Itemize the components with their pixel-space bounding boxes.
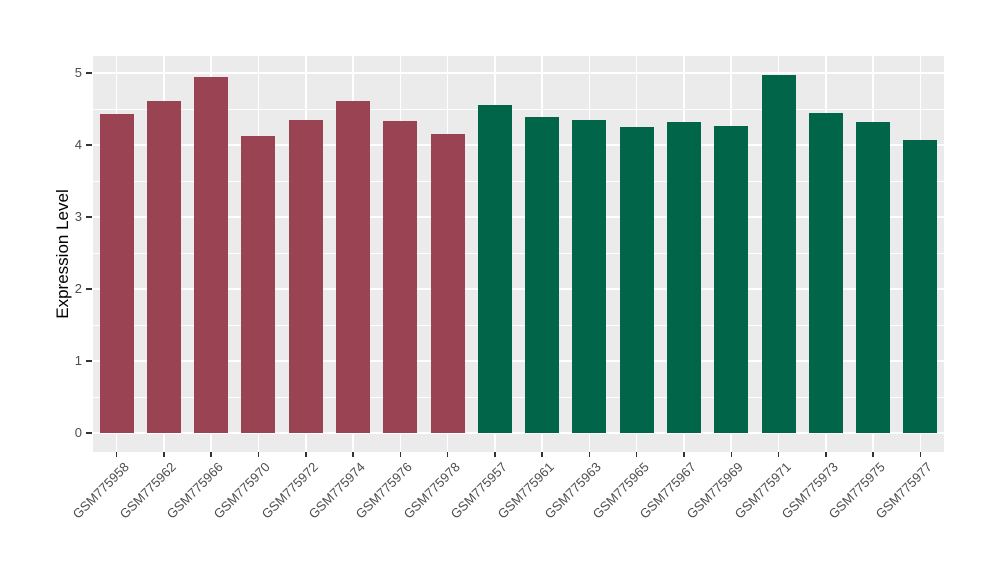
y-tick-label: 2 (74, 281, 82, 296)
x-tick-mark (541, 452, 543, 457)
bar-GSM775970 (241, 136, 276, 433)
x-tick-mark (635, 452, 638, 457)
x-tick-mark (777, 452, 780, 457)
bar-GSM775971 (761, 75, 796, 433)
gridline-minor-horizontal (93, 181, 944, 182)
x-tick-mark (352, 452, 354, 457)
x-tick-mark (210, 452, 212, 457)
x-tick-mark (115, 452, 118, 457)
bar-GSM775972 (288, 119, 323, 433)
y-tick-mark (86, 216, 92, 218)
gridline-major-horizontal (93, 360, 944, 362)
y-tick-label: 1 (74, 353, 82, 368)
x-tick-mark (305, 452, 307, 457)
bar-GSM775977 (903, 139, 938, 433)
bar-GSM775974 (336, 101, 371, 433)
x-tick-mark (163, 452, 165, 457)
gridline-major-horizontal (93, 216, 944, 218)
bar-GSM775973 (808, 112, 843, 433)
bar-GSM775966 (194, 76, 229, 433)
bar-GSM775976 (383, 121, 418, 433)
x-tick-mark (494, 452, 496, 457)
bar-GSM775962 (146, 101, 181, 433)
bar-GSM775975 (856, 121, 891, 433)
x-tick-mark (683, 452, 685, 457)
y-tick-label: 3 (74, 209, 82, 224)
x-tick-mark (446, 452, 449, 457)
gridline-major-horizontal (93, 432, 944, 434)
y-tick-mark (86, 72, 92, 74)
gridline-minor-horizontal (93, 325, 944, 326)
y-tick-label: 0 (74, 425, 82, 440)
bar-GSM775958 (99, 114, 134, 433)
bar-GSM775957 (477, 104, 512, 433)
gridline-major-horizontal (93, 144, 944, 146)
plot-panel (93, 56, 944, 452)
x-tick-mark (399, 452, 402, 457)
x-tick-mark (919, 452, 922, 457)
y-tick-label: 5 (74, 65, 82, 80)
gridline-minor-horizontal (93, 397, 944, 398)
y-axis-title: Expression Level (53, 189, 72, 319)
gridline-minor-horizontal (93, 109, 944, 110)
x-tick-mark (825, 452, 827, 457)
y-tick-label: 4 (74, 137, 82, 152)
bar-GSM775965 (619, 127, 654, 433)
bar-GSM775969 (714, 126, 749, 433)
gridline-minor-horizontal (93, 253, 944, 254)
gridline-major-horizontal (93, 288, 944, 290)
bar-GSM775961 (525, 116, 560, 433)
y-tick-mark (86, 144, 92, 146)
y-tick-mark (86, 288, 92, 290)
y-tick-mark (86, 432, 92, 434)
bar-GSM775963 (572, 119, 607, 433)
y-tick-mark (86, 360, 92, 362)
x-tick-mark (872, 452, 874, 457)
x-tick-mark (257, 452, 260, 457)
bar-GSM775978 (430, 134, 465, 433)
gridline-major-horizontal (93, 72, 944, 74)
bar-GSM775967 (666, 121, 701, 433)
x-tick-mark (730, 452, 732, 457)
x-tick-mark (588, 452, 591, 457)
